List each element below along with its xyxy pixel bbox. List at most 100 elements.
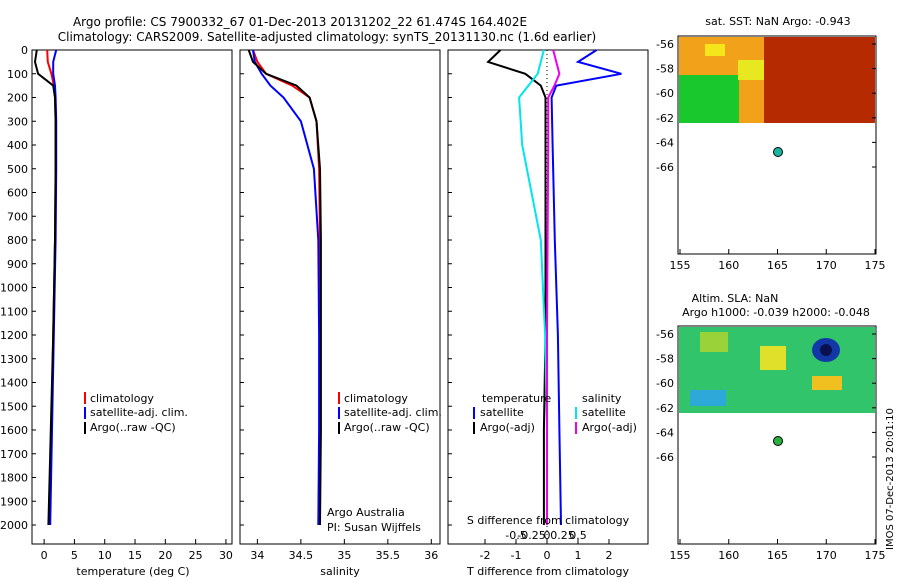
legend-label: satellite — [582, 406, 626, 419]
title-line-1: Argo profile: CS 7900332_67 01-Dec-2013 … — [73, 15, 527, 29]
difference-series — [486, 49, 622, 526]
depth-tick-label: 200 — [7, 92, 28, 105]
salinity-line-argo — [247, 49, 322, 526]
temperature-tick-label: 30 — [219, 549, 233, 562]
sla-map-title-1: Altim. SLA: NaN — [692, 292, 779, 305]
depth-tick-label: 400 — [7, 139, 28, 152]
legend-head-temperature: temperature — [482, 392, 551, 405]
depth-axis: 0 100 200 300 400 500 600 700 800 900 1000 1100 1200… — [0, 44, 452, 532]
depth-tick-label: 1400 — [0, 377, 28, 390]
salinity-tick-label: 35 — [337, 549, 351, 562]
temperature-tick-label: 25 — [189, 549, 203, 562]
legend-label: satellite-adj. clim. — [90, 406, 188, 419]
sla-field-yellow-patch-2 — [760, 346, 786, 370]
depth-tick-label: 0 — [21, 44, 28, 57]
map-lon-label: 160 — [718, 549, 739, 562]
temperature-tick-label: 20 — [158, 549, 172, 562]
temperature-tick-label: 0 — [41, 549, 48, 562]
sst-map-title: sat. SST: NaN Argo: -0.943 — [705, 15, 850, 28]
s-difference-tick-label: -0.5 — [505, 529, 526, 542]
salinity-legend: climatology satellite-adj. clim. Argo(..… — [327, 392, 442, 534]
temperature-series — [33, 49, 58, 526]
depth-tick-label: 2000 — [0, 519, 28, 532]
depth-tick-label: 1000 — [0, 282, 28, 295]
footer-timestamp: IMOS 07-Dec-2013 20:01:10 — [885, 408, 896, 550]
legend-label: satellite — [480, 406, 524, 419]
map-lat-label: -64 — [656, 426, 674, 439]
map-lon-label: 165 — [767, 259, 788, 272]
map-lat-label: -58 — [656, 63, 674, 76]
temperature-tick-label: 5 — [71, 549, 78, 562]
pi-note: PI: Susan Wijffels — [327, 521, 421, 534]
salinity-tick-label: 34 — [250, 549, 264, 562]
map-lat-label: -56 — [656, 38, 674, 51]
t-difference-tick-label: -2 — [480, 549, 491, 562]
sst-field-yellow-patch-2 — [738, 60, 764, 80]
sst-field-yellow-patch — [705, 44, 725, 56]
map-lat-label: -62 — [656, 112, 674, 125]
legend-label: Argo(..raw -QC) — [90, 421, 176, 434]
depth-tick-label: 1500 — [0, 400, 28, 413]
map-lon-label: 160 — [718, 259, 739, 272]
temperature-tick-label: 15 — [128, 549, 142, 562]
t-difference-label: T difference from climatology — [466, 565, 629, 578]
map-lat-label: -66 — [656, 451, 674, 464]
t-difference-tick-label: -1 — [511, 549, 522, 562]
legend-label: satellite-adj. clim. — [344, 406, 442, 419]
salinity-tick-label: 34.5 — [289, 549, 314, 562]
map-lon-label: 155 — [670, 259, 691, 272]
temperature-line-argo — [33, 49, 57, 526]
legend-label: climatology — [344, 392, 408, 405]
temperature-tick-label: 10 — [98, 549, 112, 562]
t-difference-tick-label: 1 — [575, 549, 582, 562]
legend-label: Argo(-adj) — [582, 421, 637, 434]
depth-tick-label: 900 — [7, 258, 28, 271]
temperature-xlabel: temperature (deg C) — [76, 565, 189, 578]
map-lat-label: -66 — [656, 161, 674, 174]
legend-head-salinity: salinity — [582, 392, 622, 405]
t-difference-tick-label: 0 — [544, 549, 551, 562]
depth-tick-label: 100 — [7, 68, 28, 81]
legend-label: climatology — [90, 392, 154, 405]
map-lat-label: -62 — [656, 402, 674, 415]
s-difference-tick-label: 0.25 — [550, 529, 575, 542]
depth-tick-label: 1100 — [0, 305, 28, 318]
argo-australia-note: Argo Australia — [327, 506, 405, 519]
depth-tick-label: 600 — [7, 187, 28, 200]
temperature-panel — [31, 49, 233, 545]
salinity-series — [247, 49, 322, 526]
salinity-tick-label: 36 — [424, 549, 438, 562]
map-lat-label: -60 — [656, 377, 674, 390]
argo-position-marker-sla — [773, 436, 783, 446]
depth-tick-label: 1300 — [0, 353, 28, 366]
map-lon-label: 165 — [767, 549, 788, 562]
map-lat-label: -60 — [656, 87, 674, 100]
depth-tick-label: 300 — [7, 115, 28, 128]
s-difference-label: S difference from climatology — [467, 514, 630, 527]
depth-tick-label: 500 — [7, 163, 28, 176]
depth-tick-label: 1200 — [0, 329, 28, 342]
map-lat-label: -56 — [656, 328, 674, 341]
sla-map-title-2: Argo h1000: -0.039 h2000: -0.048 — [682, 306, 870, 319]
argo-position-marker — [773, 147, 783, 157]
salinity-tick-label: 35.5 — [376, 549, 401, 562]
sla-map — [677, 325, 877, 545]
sla-field-low-core — [820, 344, 832, 356]
depth-tick-label: 1700 — [0, 448, 28, 461]
difference-ticks: -0.5-0.250 0.250.5-2 -1 0 1 2 — [480, 50, 613, 562]
temperature-legend: climatology satellite-adj. clim. Argo(..… — [84, 392, 188, 434]
s-difference-tick-label: 0 — [544, 529, 551, 542]
legend-label: Argo(-adj) — [480, 421, 535, 434]
title-line-2: Climatology: CARS2009. Satellite-adjuste… — [58, 30, 596, 44]
t-argo-line — [486, 49, 547, 525]
map-lat-label: -64 — [656, 136, 674, 149]
depth-tick-label: 1900 — [0, 495, 28, 508]
salinity-panel — [239, 49, 441, 545]
depth-tick-label: 1600 — [0, 424, 28, 437]
salinity-x-ticks: 34 34.5 35 35.5 36 — [250, 539, 438, 562]
salinity-line-climatology — [252, 49, 321, 526]
s-argo-line — [546, 49, 561, 525]
depth-tick-label: 1800 — [0, 472, 28, 485]
difference-legend: temperature salinity satellite Argo(-adj… — [473, 392, 637, 434]
